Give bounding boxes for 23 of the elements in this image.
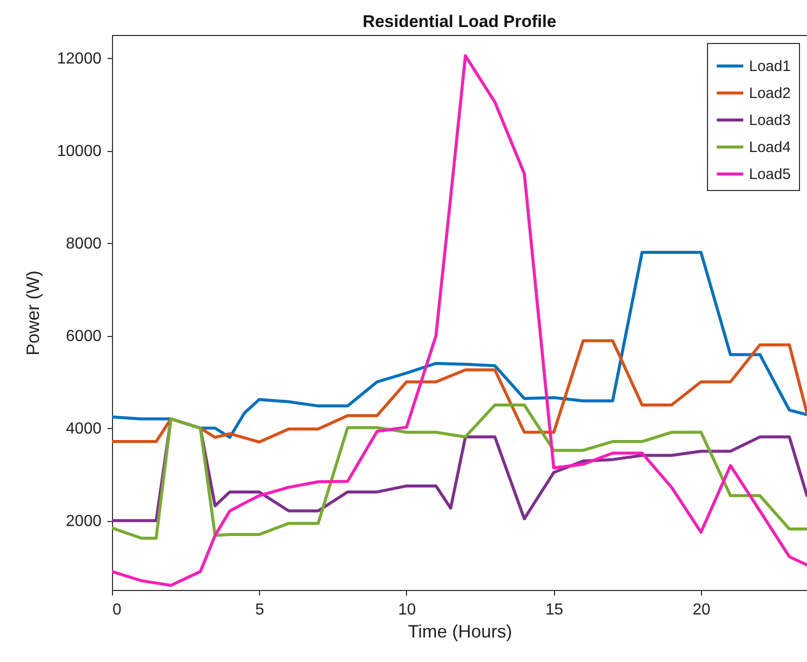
legend-label: Load2 (749, 85, 791, 102)
legend-label: Load3 (749, 112, 791, 129)
x-tick-label: 15 (545, 602, 564, 618)
chart-title: Residential Load Profile (362, 12, 556, 31)
y-tick-label: 4000 (66, 420, 102, 438)
line-series (112, 54, 807, 587)
y-tick-label: 8000 (66, 236, 102, 253)
legend-label: Load4 (749, 139, 791, 156)
x-tick-label: 10 (398, 602, 416, 618)
line-series (112, 404, 807, 540)
legend-label: Load1 (749, 58, 791, 75)
x-tick-label: 5 (255, 602, 264, 618)
y-tick-label: 6000 (66, 328, 102, 346)
line-series (112, 250, 807, 439)
legend-label: Load5 (749, 166, 791, 183)
y-tick-label: 2000 (66, 513, 102, 530)
y-tick-label: 10000 (57, 143, 102, 160)
line-series (112, 339, 807, 444)
x-tick-label: 20 (692, 602, 710, 618)
x-axis-title: Time (Hours) (408, 622, 512, 642)
x-tick-label: 0 (112, 602, 122, 618)
y-tick-label: 12000 (57, 50, 102, 68)
y-axis-title: Power (W) (23, 270, 44, 356)
